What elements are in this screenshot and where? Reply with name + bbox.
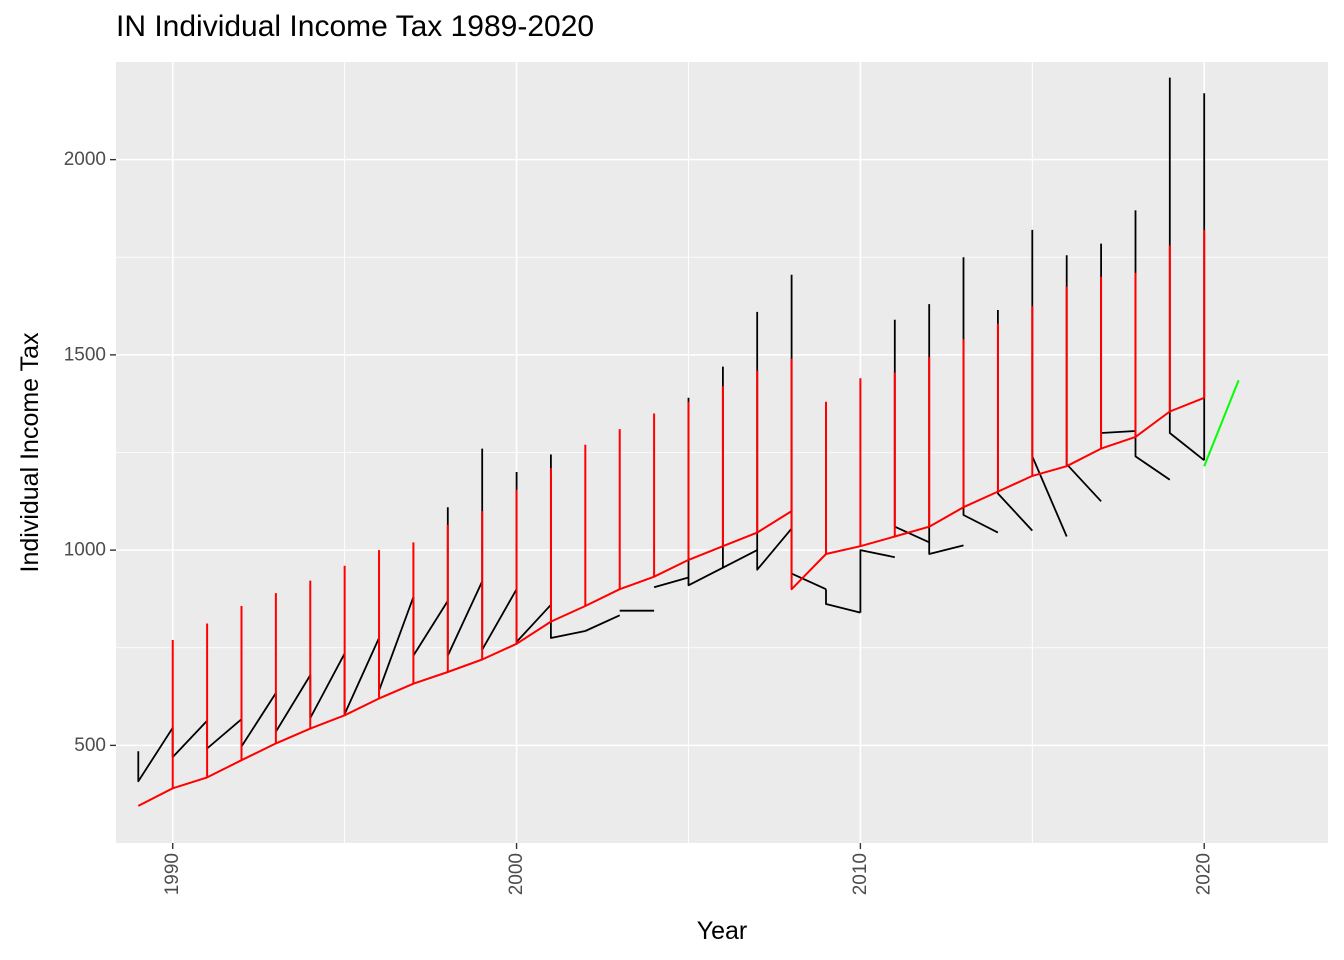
forecast-line [1203, 379, 1240, 467]
tick-labels: 1990 2000 2010 2020 500 1000 1500 2000 [64, 149, 1215, 895]
actual-series-path-22 [859, 549, 895, 613]
actual-series-path-1 [137, 727, 174, 783]
actual-series-path-31 [1168, 77, 1205, 462]
chart-title: IN Individual Income Tax 1989-2020 [116, 10, 595, 43]
y-tick-label: 2000 [64, 149, 106, 170]
y-axis-title: Individual Income Tax [16, 332, 44, 572]
x-axis-title: Year [697, 917, 748, 945]
x-tick-label: 2000 [506, 853, 527, 895]
axis-ticks [110, 158, 1205, 849]
y-tick-label: 1000 [64, 540, 106, 561]
actual-series-path-21 [825, 589, 861, 614]
y-tick-label: 1500 [64, 344, 106, 365]
x-tick-label: 2010 [850, 853, 871, 895]
fitted-trend-line [137, 396, 1205, 807]
series-layer [137, 77, 1240, 807]
actual-series-path-14 [584, 614, 621, 632]
x-tick-label: 1990 [162, 853, 183, 895]
x-tick-label: 2020 [1194, 853, 1215, 895]
actual-series-path-16 [653, 576, 689, 589]
y-tick-label: 500 [74, 735, 106, 756]
